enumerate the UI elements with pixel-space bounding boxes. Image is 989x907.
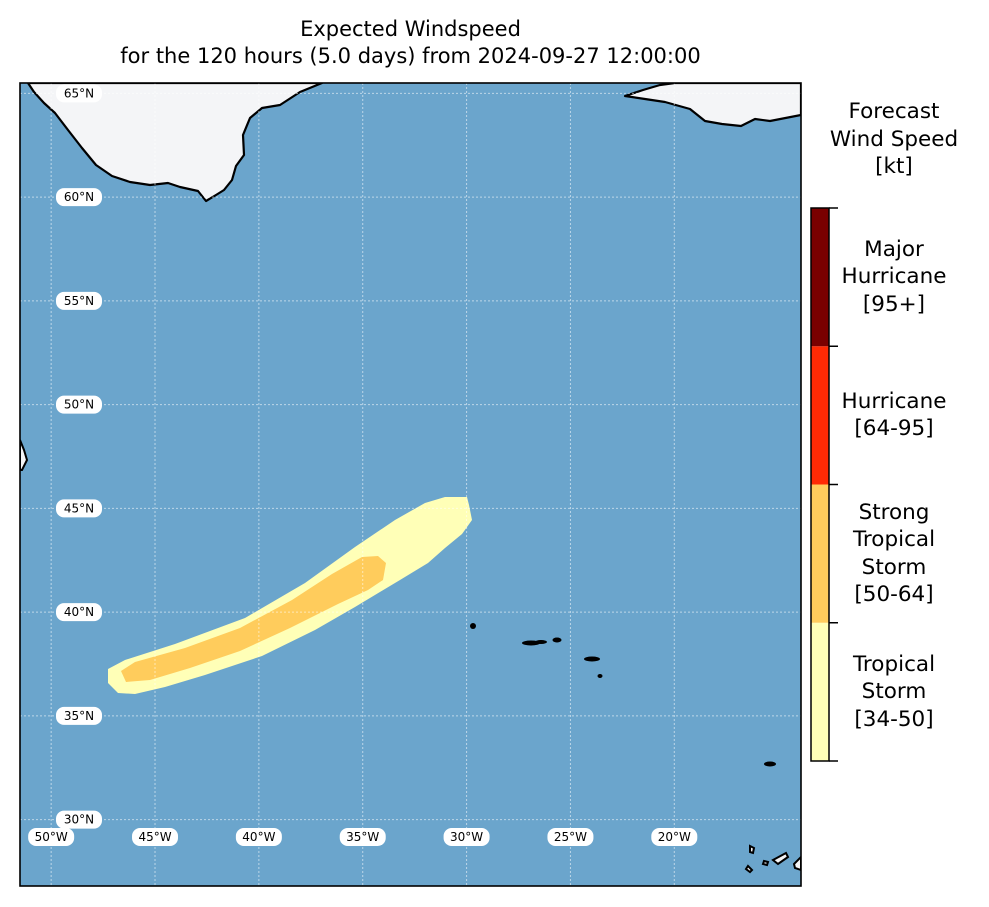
lon-label-box bbox=[132, 828, 179, 846]
colorbar-label-line: [50-64] bbox=[854, 582, 934, 608]
lat-label-box bbox=[56, 291, 102, 310]
colorbar-title: Forecast Wind Speed [kt] bbox=[808, 98, 980, 181]
colorbar bbox=[810, 207, 838, 762]
lat-label-box bbox=[56, 603, 102, 622]
lon-label-text: 35°W bbox=[346, 830, 379, 844]
lat-label-text: 50°N bbox=[64, 398, 94, 412]
lat-label-text: 30°N bbox=[64, 813, 94, 827]
lon-label: 35°W bbox=[339, 828, 386, 846]
colorbar-swatch bbox=[811, 484, 829, 623]
lat-label-box bbox=[56, 499, 102, 518]
title-line-2: for the 120 hours (5.0 days) from 2024-0… bbox=[120, 44, 701, 68]
lon-label-box bbox=[651, 828, 698, 846]
lat-label-text: 45°N bbox=[64, 501, 94, 515]
lon-label-text: 30°W bbox=[450, 830, 483, 844]
lon-label: 50°W bbox=[28, 828, 75, 846]
colorbar-label-line: Storm bbox=[861, 679, 927, 705]
azores-islands bbox=[470, 623, 603, 678]
map-gridlines bbox=[20, 83, 801, 886]
lat-label: 35°N bbox=[56, 706, 102, 725]
ocean-area bbox=[20, 83, 801, 886]
colorbar-swatch bbox=[811, 208, 829, 347]
colorbar-title-line: Wind Speed bbox=[829, 126, 959, 152]
lat-label-text: 65°N bbox=[64, 86, 94, 100]
colorbar-label-line: [64-95] bbox=[854, 416, 934, 442]
canary-islands bbox=[744, 844, 801, 874]
lat-label: 50°N bbox=[56, 395, 102, 414]
lat-label-box bbox=[56, 395, 102, 414]
strong-tropical-storm-area bbox=[121, 556, 386, 682]
colorbar-label-line: Hurricane bbox=[841, 388, 947, 414]
lat-label-text: 60°N bbox=[64, 190, 94, 204]
lon-label-text: 25°W bbox=[554, 830, 587, 844]
colorbar-label: Strong Tropical Storm [50-64] bbox=[836, 499, 952, 609]
colorbar-label-line: Tropical bbox=[852, 651, 936, 677]
lat-label-text: 35°N bbox=[64, 709, 94, 723]
greenland-land bbox=[26, 83, 324, 203]
title-line-1: Expected Windspeed bbox=[300, 17, 521, 41]
colorbar-label: Tropical Storm [34-50] bbox=[836, 651, 952, 734]
lon-label: 45°W bbox=[132, 828, 179, 846]
lon-label: 20°W bbox=[651, 828, 698, 846]
lon-label-box bbox=[339, 828, 386, 846]
colorbar-label: Major Hurricane [95+] bbox=[836, 236, 952, 319]
map-frame bbox=[19, 82, 802, 887]
lon-label-text: 40°W bbox=[242, 830, 275, 844]
lat-label: 30°N bbox=[56, 810, 102, 829]
lon-label-box bbox=[547, 828, 594, 846]
colorbar-label-line: Storm bbox=[861, 554, 927, 580]
latitude-labels: 65°N 60°N 55°N 50°N 45°N 40°N 35°N 30°N bbox=[56, 84, 102, 829]
lon-label-text: 50°W bbox=[35, 830, 68, 844]
lon-label-text: 20°W bbox=[658, 830, 691, 844]
colorbar-label: Hurricane [64-95] bbox=[836, 388, 952, 443]
lat-label-box bbox=[56, 810, 102, 829]
lon-label: 25°W bbox=[547, 828, 594, 846]
lat-label: 45°N bbox=[56, 499, 102, 518]
lon-label-box bbox=[235, 828, 282, 846]
lon-label-box bbox=[28, 828, 75, 846]
colorbar-title-line: [kt] bbox=[875, 154, 913, 179]
lat-label-box bbox=[56, 188, 102, 207]
lat-label: 65°N bbox=[56, 84, 102, 103]
colorbar-label-line: [34-50] bbox=[854, 706, 934, 732]
map-title: Expected Windspeed for the 120 hours (5.… bbox=[20, 16, 801, 70]
lat-label: 55°N bbox=[56, 291, 102, 310]
lat-label: 60°N bbox=[56, 188, 102, 207]
colorbar-label-line: Major bbox=[864, 236, 924, 262]
lon-label-text: 45°W bbox=[138, 830, 171, 844]
longitude-labels: 50°W 45°W 40°W 35°W 30°W 25°W 20°W bbox=[28, 828, 698, 846]
lat-label-text: 55°N bbox=[64, 294, 94, 308]
madeira-island bbox=[764, 761, 776, 767]
colorbar-label-line: Strong bbox=[858, 499, 930, 525]
lon-label-box bbox=[443, 828, 490, 846]
lon-label: 40°W bbox=[235, 828, 282, 846]
colorbar-swatch bbox=[811, 346, 829, 485]
colorbar-swatch bbox=[811, 622, 829, 761]
lat-label: 40°N bbox=[56, 603, 102, 622]
colorbar-label-line: [95+] bbox=[862, 291, 926, 317]
newfoundland-land bbox=[20, 439, 29, 471]
lat-label-text: 40°N bbox=[64, 605, 94, 619]
lat-label-box bbox=[56, 706, 102, 725]
lon-label: 30°W bbox=[443, 828, 490, 846]
lat-label-box bbox=[56, 84, 102, 103]
colorbar-label-line: Tropical bbox=[852, 527, 936, 553]
colorbar-label-line: Hurricane bbox=[841, 264, 947, 290]
colorbar-title-line: Forecast bbox=[848, 99, 940, 124]
